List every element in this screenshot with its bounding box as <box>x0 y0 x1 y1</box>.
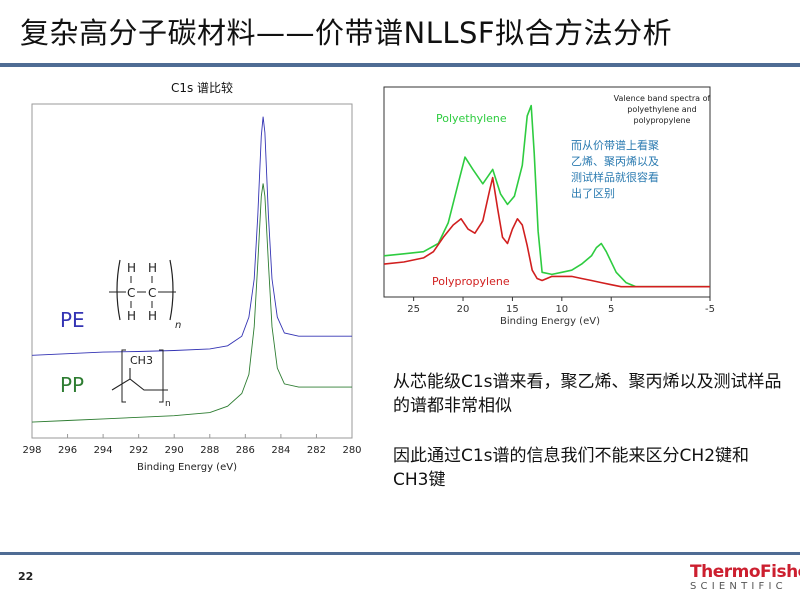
pe-atom-h1: H <box>127 261 136 275</box>
c1s-series-pe <box>31 116 352 356</box>
c1s-x-tick-label: 298 <box>22 445 41 456</box>
valence-title-line-1: Valence band spectra of <box>614 94 711 103</box>
valence-x-tick-label: -5 <box>705 304 715 315</box>
c1s-chart: C1s 谱比较 298 296 294 292 290 288 286 284 282 280 P… <box>22 80 362 473</box>
pe-atom-c2: C <box>148 286 156 300</box>
c1s-series <box>31 116 352 423</box>
c1s-x-tick-label: 292 <box>129 445 148 456</box>
valence-annotation: 而从价带谱上看聚 乙烯、聚丙烯以及 测试样品就很容看 出了区别 <box>571 138 659 200</box>
body-paragraph-1: 从芯能级C1s谱来看，聚乙烯、聚丙烯以及测试样品的谱都非常相似 <box>393 372 782 416</box>
logo-wordmark: ThermoFisher <box>690 562 800 582</box>
c1s-x-tick-label: 296 <box>58 445 77 456</box>
c1s-label-pe: PE <box>60 308 85 332</box>
valence-chart-title: Valence band spectra of polyethylene and… <box>614 94 711 125</box>
page-number: 22 <box>18 570 34 583</box>
valence-x-tick-label: 20 <box>457 304 470 315</box>
annotation-line-2: 乙烯、聚丙烯以及 <box>571 155 659 168</box>
annotation-line-1: 而从价带谱上看聚 <box>571 138 659 152</box>
body-paragraph-2: 因此通过C1s谱的信息我们不能来区分CH2键和CH3键 <box>393 446 750 490</box>
footer-divider <box>0 552 800 555</box>
title-divider <box>0 63 800 67</box>
c1s-series-labels: PE PP <box>60 308 85 397</box>
pp-atom-ch3: CH3 <box>130 354 153 367</box>
pp-structure-formula: CH3 n <box>111 349 171 409</box>
annotation-line-4: 出了区别 <box>571 186 615 200</box>
valence-x-tick-label: 15 <box>506 304 519 315</box>
c1s-label-pp: PP <box>60 373 84 397</box>
pp-repeat-n: n <box>165 399 171 409</box>
c1s-x-tick-label: 290 <box>165 445 184 456</box>
c1s-x-tick-label: 286 <box>236 445 255 456</box>
valence-x-tick-label: 10 <box>555 304 568 315</box>
c1s-series-pp <box>31 183 352 423</box>
pe-repeat-n: n <box>175 320 181 331</box>
pe-atom-h3: H <box>127 309 136 323</box>
c1s-x-tick-label: 282 <box>307 445 326 456</box>
c1s-x-axis: 298 296 294 292 290 288 286 284 282 280 <box>22 434 362 456</box>
valence-title-line-3: polypropylene <box>634 116 691 125</box>
c1s-plot-frame <box>31 103 353 439</box>
valence-series-polyethylene <box>383 104 710 288</box>
slide-title: 复杂高分子碳材料——价带谱NLLSF拟合方法分析 <box>20 16 673 50</box>
pe-atom-h4: H <box>148 309 157 323</box>
c1s-x-axis-label: Binding Energy (eV) <box>137 462 237 473</box>
valence-series <box>383 104 710 288</box>
valence-title-line-2: polyethylene and <box>627 105 697 114</box>
logo-subtitle: SCIENTIFIC <box>690 581 787 592</box>
c1s-chart-title: C1s 谱比较 <box>171 80 233 95</box>
thermo-fisher-logo: ThermoFisher SCIENTIFIC <box>690 562 800 593</box>
c1s-x-tick-label: 294 <box>94 445 113 456</box>
valence-plot-frame <box>383 86 711 298</box>
pe-structure-formula: H H C C H H n <box>109 259 181 331</box>
annotation-line-3: 测试样品就很容看 <box>571 170 659 184</box>
c1s-x-tick-label: 280 <box>342 445 361 456</box>
valence-x-tick-label: 25 <box>407 304 420 315</box>
valence-x-axis-label: Binding Energy (eV) <box>500 316 600 327</box>
valence-band-chart: Valence band spectra of polyethylene and… <box>383 86 715 327</box>
c1s-x-tick-label: 288 <box>200 445 219 456</box>
valence-x-tick-label: 5 <box>608 304 614 315</box>
valence-x-axis: 25 20 15 10 5 -5 <box>407 297 715 315</box>
c1s-x-tick-label: 284 <box>271 445 290 456</box>
valence-series-labels: Polyethylene Polypropylene <box>432 112 510 288</box>
valence-series-polypropylene <box>383 176 710 288</box>
valence-label-polyethylene: Polyethylene <box>436 112 507 125</box>
pe-atom-h2: H <box>148 261 157 275</box>
pe-atom-c1: C <box>127 286 135 300</box>
valence-label-polypropylene: Polypropylene <box>432 275 510 288</box>
